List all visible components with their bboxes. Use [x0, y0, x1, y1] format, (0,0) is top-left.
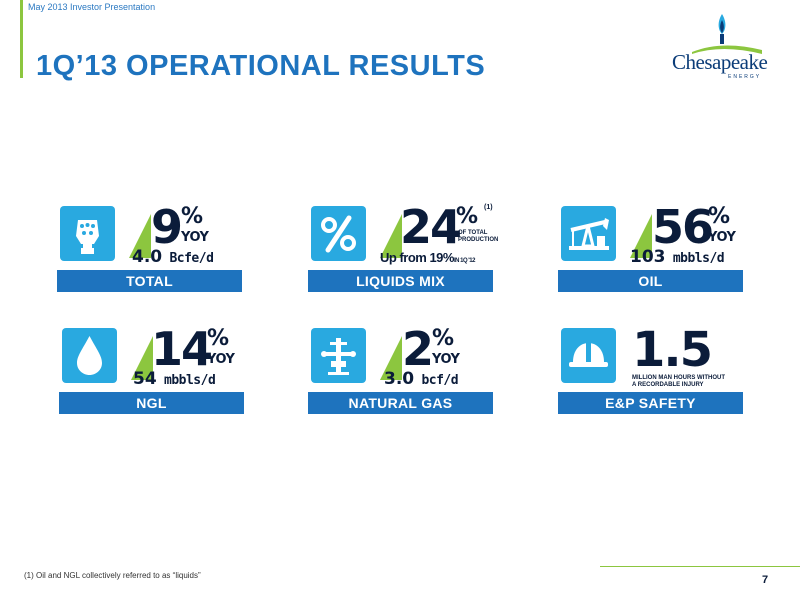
percent-sign: %: [456, 204, 479, 229]
tile-label: NGL: [59, 392, 244, 414]
up-arrow-icon: [131, 336, 153, 380]
tile-label: E&P SAFETY: [558, 392, 743, 414]
page-title: 1Q’13 OPERATIONAL RESULTS: [36, 50, 486, 82]
percent-sign: %: [708, 204, 731, 229]
yoy-label: YOY: [432, 352, 460, 367]
wellhead-icon: [311, 328, 366, 383]
footnote: (1) Oil and NGL collectively referred to…: [24, 571, 201, 580]
tile-label: TOTAL: [57, 270, 242, 292]
tile-natural-gas: 2 % YOY 3.0 bcf/d NATURAL GAS: [308, 322, 493, 418]
metric-subvalue: Up from 19%IN 1Q '12: [380, 250, 475, 265]
up-arrow-icon: [380, 336, 402, 380]
percent-sign: %: [181, 204, 204, 229]
metric-subvalue: 3.0 bcf/d: [384, 369, 459, 389]
metric-note: MILLION MAN HOURS WITHOUT A RECORDABLE I…: [632, 375, 725, 388]
yoy-label: YOY: [708, 230, 736, 245]
logo-subtitle: ENERGY: [728, 74, 762, 80]
metric-value: 14: [151, 322, 213, 376]
tile-label: LIQUIDS MIX: [308, 270, 493, 292]
tile-label: OIL: [558, 270, 743, 292]
percent-sign: %: [207, 326, 230, 351]
tile-liquids-mix: 24 % (1) OF TOTAL PRODUCTION Up from 19%…: [308, 200, 498, 296]
flame-logo-icon: [692, 14, 762, 54]
pumpjack-icon: [561, 206, 616, 261]
tile-total: 9 % YOY 4.0 Bcfe/d TOTAL: [57, 200, 242, 296]
accent-bar: [20, 0, 23, 78]
yoy-label: YOY: [207, 352, 235, 367]
hard-hat-icon: [561, 328, 616, 383]
tile-ngl: 14 % YOY 54 mbbls/d NGL: [59, 322, 244, 418]
droplet-icon: [62, 328, 117, 383]
metric-value: 2: [402, 322, 434, 376]
page-number: 7: [762, 574, 769, 586]
drill-bit-icon: [60, 206, 115, 261]
percent-sign: %: [432, 326, 455, 351]
tile-safety: 1.5 MILLION MAN HOURS WITHOUT A RECORDAB…: [558, 322, 743, 418]
metric-value: 9: [151, 200, 183, 254]
footnote-marker: (1): [484, 204, 493, 211]
metric-value: 56: [652, 200, 714, 254]
tile-label: NATURAL GAS: [308, 392, 493, 414]
up-arrow-icon: [630, 214, 652, 258]
yoy-label: YOY: [181, 230, 209, 245]
logo-wordmark: Chesapeake: [672, 50, 768, 74]
up-arrow-icon: [129, 214, 151, 258]
metric-subvalue: 103 mbbls/d: [630, 247, 725, 267]
percent-icon: [311, 206, 366, 261]
metric-value: 24: [400, 200, 462, 254]
metric-note: OF TOTAL PRODUCTION: [458, 230, 499, 243]
company-logo: Chesapeake ENERGY: [662, 10, 782, 80]
presentation-label: May 2013 Investor Presentation: [28, 2, 156, 12]
footer-divider: [600, 566, 800, 567]
metric-value: 1.5: [632, 322, 713, 378]
tile-oil: 56 % YOY 103 mbbls/d OIL: [558, 200, 743, 296]
metric-subvalue: 4.0 Bcfe/d: [132, 247, 214, 267]
metric-subvalue: 54 mbbls/d: [133, 369, 216, 389]
up-arrow-icon: [380, 214, 402, 258]
